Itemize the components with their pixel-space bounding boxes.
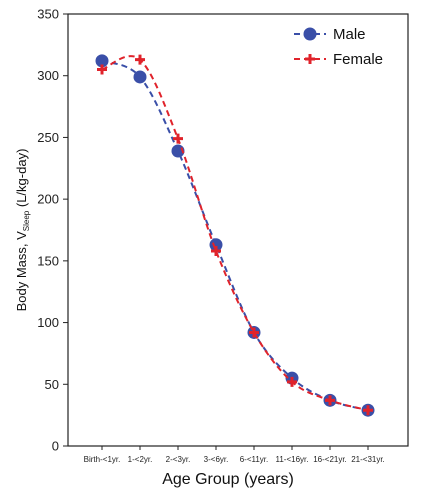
x-axis: Birth-<1yr. 1-<2yr. 2-<3yr. 3-<6yr. 6-<11yr.… [84, 446, 385, 464]
y-tick-label: 150 [37, 253, 59, 268]
data-point-female [325, 395, 335, 406]
legend-female-marker [305, 54, 315, 64]
y-axis-label-subscript: Sleep [22, 210, 31, 231]
x-tick-label: 21-<31yr. [351, 455, 385, 464]
data-point-female [363, 405, 373, 416]
plot-frame [67, 13, 409, 447]
series-line-male [101, 59, 369, 412]
y-tick-label: 100 [37, 315, 59, 330]
data-point-female [287, 376, 297, 387]
data-point-female [173, 133, 183, 144]
y-tick-label: 350 [37, 7, 59, 22]
data-point-male [209, 238, 223, 252]
legend: Male Female [294, 26, 383, 68]
x-tick-label: Birth-<1yr. [84, 455, 121, 464]
y-axis: 0 50 100 150 200 250 300 350 [37, 7, 68, 454]
y-axis-label-units: (L/kg-day) [14, 149, 29, 211]
series-line-female [101, 55, 369, 412]
data-point-male [95, 54, 109, 68]
data-point-female [97, 64, 107, 75]
y-tick-label: 50 [45, 377, 59, 392]
x-tick-label: 3-<6yr. [204, 455, 229, 464]
legend-male-label: Male [333, 26, 366, 43]
y-tick-label: 200 [37, 192, 59, 207]
y-tick-label: 0 [52, 439, 59, 454]
data-point-female [211, 245, 221, 256]
x-tick-label: 16-<21yr. [313, 455, 347, 464]
x-tick-label: 6-<11yr. [240, 455, 269, 464]
legend-female-label: Female [333, 51, 383, 68]
data-point-female [135, 54, 145, 65]
x-tick-label: 1-<2yr. [128, 455, 153, 464]
y-tick-label: 250 [37, 130, 59, 145]
x-tick-label: 2-<3yr. [166, 455, 191, 464]
data-point-female [249, 327, 259, 338]
series-layer [95, 54, 375, 417]
x-axis-label: Age Group (years) [162, 471, 294, 488]
data-point-male [133, 70, 147, 84]
y-tick-label: 300 [37, 68, 59, 83]
y-axis-label: Body Mass, VSleep (L/kg-day) [14, 149, 31, 312]
x-tick-label: 11-<16yr. [276, 455, 309, 464]
legend-male-marker [303, 27, 317, 41]
